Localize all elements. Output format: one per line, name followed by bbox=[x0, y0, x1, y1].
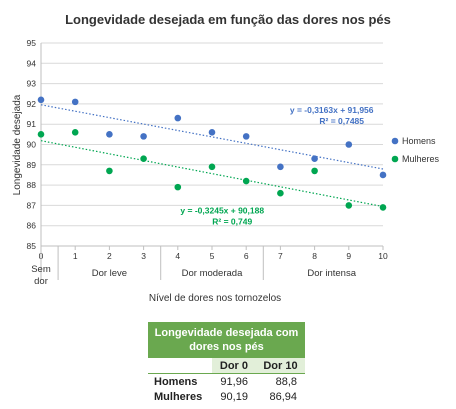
y-tick-label: 94 bbox=[27, 58, 37, 68]
table-cell: 86,94 bbox=[269, 390, 297, 403]
y-tick-label: 88 bbox=[27, 180, 37, 190]
data-point bbox=[174, 183, 182, 191]
table-cell: 91,96 bbox=[211, 373, 256, 389]
table-cell: 88,8 bbox=[255, 373, 305, 389]
legend-marker bbox=[391, 155, 399, 163]
y-tick-label: 87 bbox=[27, 200, 37, 210]
x-tick-label: 8 bbox=[312, 251, 317, 261]
data-point bbox=[277, 163, 284, 171]
data-point bbox=[174, 114, 182, 122]
chart-title: Longevidade desejada em função das dores… bbox=[65, 12, 391, 27]
x-tick-label: 2 bbox=[107, 251, 112, 261]
table-row-label: Homens bbox=[148, 373, 212, 389]
trendline-r2: R² = 0,749 bbox=[212, 217, 252, 227]
y-tick-label: 86 bbox=[27, 221, 37, 231]
category-label: Dor intensa bbox=[307, 268, 356, 279]
y-tick-label: 91 bbox=[27, 119, 37, 129]
data-point bbox=[345, 202, 353, 209]
category-label: Dor leve bbox=[92, 268, 127, 279]
axes: 8586878889909192939495012345678910Semdor… bbox=[27, 38, 388, 287]
data-point bbox=[379, 204, 387, 211]
y-tick-label: 92 bbox=[27, 99, 37, 109]
y-axis-label: Longevidade desejada bbox=[12, 94, 23, 195]
table-row: Homens 91,96 88,8 bbox=[148, 373, 305, 389]
legend-entry: Homens bbox=[402, 136, 436, 146]
trendline-r2: R² = 0,7485 bbox=[319, 116, 364, 126]
data-point bbox=[208, 163, 216, 171]
x-tick-label: 10 bbox=[378, 251, 388, 261]
data-point bbox=[208, 129, 216, 136]
table-row: Mulheres 90,19 86,94 bbox=[148, 389, 305, 404]
data-point bbox=[379, 171, 387, 179]
summary-table: Longevidade desejada com dores nos pés D… bbox=[148, 322, 305, 404]
x-tick-label: 3 bbox=[141, 251, 146, 261]
x-tick-label: 6 bbox=[244, 251, 249, 261]
x-tick-label: 4 bbox=[175, 251, 180, 261]
x-tick-label: 1 bbox=[73, 251, 78, 261]
data-point bbox=[140, 133, 147, 140]
scatter-chart: Longevidade desejada em função das dores… bbox=[12, 12, 440, 304]
x-tick-label: 9 bbox=[346, 251, 351, 261]
data-point bbox=[106, 131, 113, 138]
data-point bbox=[106, 167, 113, 175]
x-axis-label: Nível de dores nos tornozelos bbox=[149, 293, 281, 304]
category-label: Sem bbox=[31, 264, 51, 275]
data-point bbox=[37, 131, 45, 138]
data-point bbox=[71, 98, 79, 106]
trendline-equation: y = -0,3163x + 91,956 bbox=[290, 105, 374, 115]
x-tick-label: 7 bbox=[278, 251, 283, 261]
table-title: Longevidade desejada com dores nos pés bbox=[148, 322, 305, 358]
data-point bbox=[277, 189, 284, 197]
trendline bbox=[40, 140, 384, 208]
legend: Homens Mulheres bbox=[391, 136, 440, 164]
data-point bbox=[311, 167, 318, 175]
data-point bbox=[140, 155, 147, 163]
data-point bbox=[311, 155, 318, 163]
y-tick-label: 89 bbox=[27, 160, 37, 170]
table-cell: 90,19 bbox=[220, 390, 248, 403]
data-point bbox=[37, 96, 45, 104]
category-label: Dor moderada bbox=[182, 268, 243, 279]
data-point bbox=[345, 141, 353, 148]
trendline-equation: y = -0,3245x + 90,188 bbox=[180, 206, 264, 216]
category-label: dor bbox=[34, 276, 48, 287]
data-point bbox=[242, 133, 250, 140]
data-points bbox=[37, 96, 387, 211]
y-tick-label: 90 bbox=[27, 140, 37, 150]
table-row-label: Mulheres bbox=[154, 390, 203, 403]
data-point bbox=[242, 177, 250, 185]
y-tick-label: 95 bbox=[27, 38, 37, 48]
legend-entry: Mulheres bbox=[402, 154, 440, 164]
x-tick-label: 5 bbox=[210, 251, 215, 261]
table-col-header: Dor 10 bbox=[255, 358, 305, 374]
y-tick-label: 85 bbox=[27, 241, 37, 251]
table-col-header: Dor 0 bbox=[211, 358, 256, 374]
y-tick-label: 93 bbox=[27, 79, 37, 89]
legend-marker bbox=[391, 137, 399, 145]
data-point bbox=[71, 129, 79, 136]
